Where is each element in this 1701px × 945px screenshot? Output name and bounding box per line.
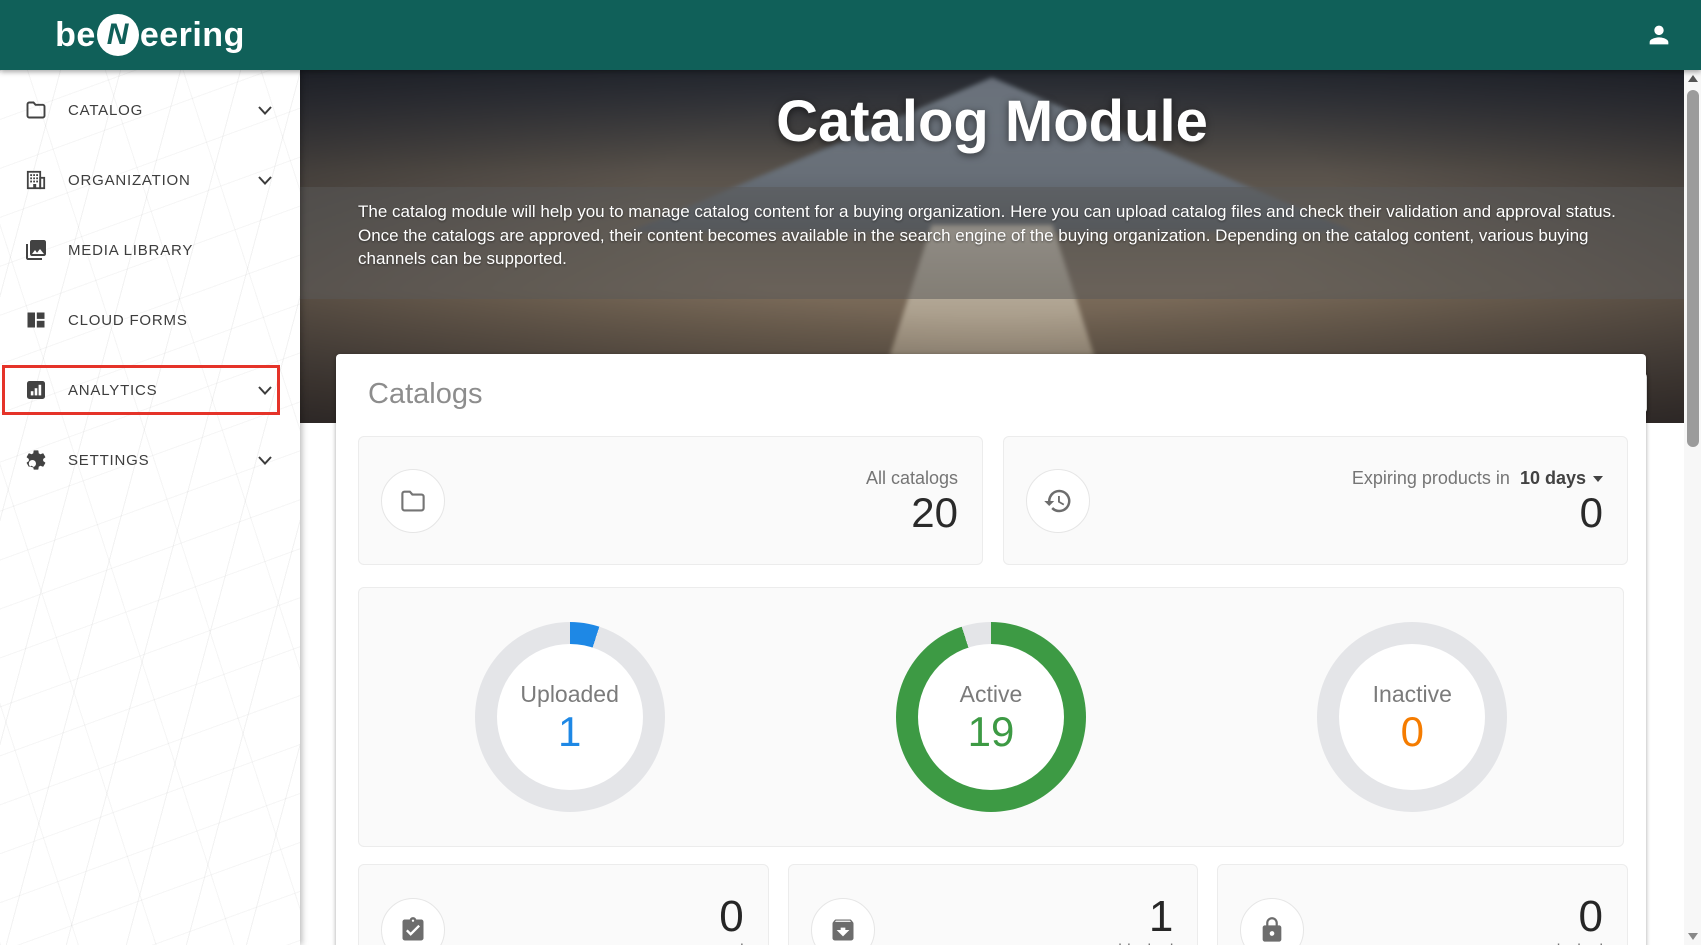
logo-text-left: be	[55, 15, 96, 54]
sidebar-item-label: CATALOG	[68, 101, 144, 119]
sidebar-item-label: CLOUD FORMS	[68, 311, 188, 329]
clipboard-check-icon	[402, 917, 424, 941]
archive-icon	[832, 919, 854, 941]
donut-label: Inactive	[1372, 681, 1452, 707]
folder-icon	[26, 101, 46, 119]
history-circle	[1026, 468, 1090, 533]
blocked-stat-card: 1 blocked	[787, 864, 1199, 945]
donut-value: 1	[557, 708, 582, 755]
lock-circle	[1240, 898, 1305, 945]
sidebar-item-catalog[interactable]: CATALOG	[0, 75, 300, 145]
sidebar-item-settings[interactable]: SETTINGS	[0, 425, 300, 495]
chevron-down-icon	[258, 386, 272, 395]
stat-value: 1	[1148, 892, 1174, 941]
all-catalogs-card: All catalogs 20	[358, 436, 983, 565]
all-catalogs-value: 20	[911, 488, 958, 536]
sidebar-item-cloud-forms[interactable]: CLOUD FORMS	[0, 285, 300, 355]
expiring-value: 0	[1579, 488, 1603, 536]
logo-text-right: eering	[139, 15, 245, 54]
building-icon	[26, 170, 46, 190]
chevron-down-icon	[258, 176, 272, 185]
sidebar-item-label: ORGANIZATION	[68, 171, 191, 189]
page-title: Catalog Module	[776, 89, 1208, 154]
vertical-scrollbar[interactable]	[1684, 70, 1701, 945]
locked-stat-card: 0 locked	[1217, 864, 1629, 945]
donut-value: 19	[967, 708, 1015, 755]
sidebar-item-organization[interactable]: ORGANIZATION	[0, 145, 300, 215]
caret-down-icon[interactable]	[1593, 475, 1603, 482]
folder-icon	[401, 490, 425, 511]
scroll-up-arrow-icon[interactable]	[1687, 75, 1698, 82]
logo-n-icon: N	[96, 14, 139, 56]
catalogs-section: Catalogs All catalogs 20 Expiring prod	[336, 354, 1646, 945]
scrollbar-thumb[interactable]	[1686, 90, 1699, 447]
approved-stat-card: 0 approved	[358, 864, 769, 945]
section-title: Catalogs	[368, 378, 483, 410]
analytics-chart-icon	[27, 381, 45, 399]
sidebar-item-label: SETTINGS	[68, 451, 150, 469]
hero-description: The catalog module will help you to mana…	[358, 202, 1616, 268]
sidebar-item-analytics[interactable]: ANALYTICS	[0, 355, 300, 425]
expiring-label: Expiring products in 10 days	[1352, 466, 1603, 490]
history-icon	[1044, 489, 1071, 512]
sidebar-nav: CATALOG ORGANIZATION	[0, 75, 300, 495]
donut-value: 0	[1400, 708, 1424, 755]
bottom-stats-row: 0 approved 1 blocked 0 locked	[358, 864, 1629, 945]
all-catalogs-label: All catalogs	[865, 467, 958, 488]
stat-label: approved	[677, 942, 744, 945]
scroll-down-arrow-icon[interactable]	[1687, 933, 1698, 940]
donut-charts-card: Uploaded 1 Active 19 Inactive 0	[358, 587, 1624, 847]
inactive-donut-chart: Inactive 0	[1317, 622, 1508, 812]
expiring-products-card: Expiring products in 10 days 0	[1003, 436, 1628, 565]
archive-circle	[810, 898, 875, 945]
gear-icon	[26, 450, 46, 470]
stat-value: 0	[1578, 892, 1604, 941]
donut-label: Active	[959, 681, 1023, 707]
stat-label: locked	[1557, 942, 1603, 945]
folder-circle	[381, 468, 445, 533]
dashboard-icon	[27, 312, 45, 328]
person-icon	[1649, 25, 1669, 45]
user-menu-button[interactable]	[1641, 17, 1677, 53]
stat-value: 0	[719, 892, 744, 941]
uploaded-donut-chart: Uploaded 1	[474, 622, 665, 812]
sidebar-item-label: ANALYTICS	[68, 381, 158, 399]
chevron-down-icon	[258, 456, 272, 465]
sidebar: CATALOG ORGANIZATION	[0, 70, 300, 945]
donut-label: Uploaded	[520, 681, 619, 707]
sidebar-item-media-library[interactable]: MEDIA LIBRARY	[0, 215, 300, 285]
clipboard-circle	[381, 898, 445, 945]
expiring-range-dropdown[interactable]: 10 days	[1519, 467, 1586, 488]
hero-description-band: The catalog module will help you to mana…	[300, 187, 1684, 299]
photo-library-icon	[26, 240, 46, 260]
lock-icon	[1263, 917, 1282, 942]
active-donut-chart: Active 19	[895, 622, 1086, 812]
chevron-down-icon	[258, 106, 272, 115]
stat-label: blocked	[1118, 942, 1173, 945]
sidebar-item-label: MEDIA LIBRARY	[68, 241, 194, 259]
stats-row: All catalogs 20 Expiring products in 10 …	[358, 436, 1628, 565]
